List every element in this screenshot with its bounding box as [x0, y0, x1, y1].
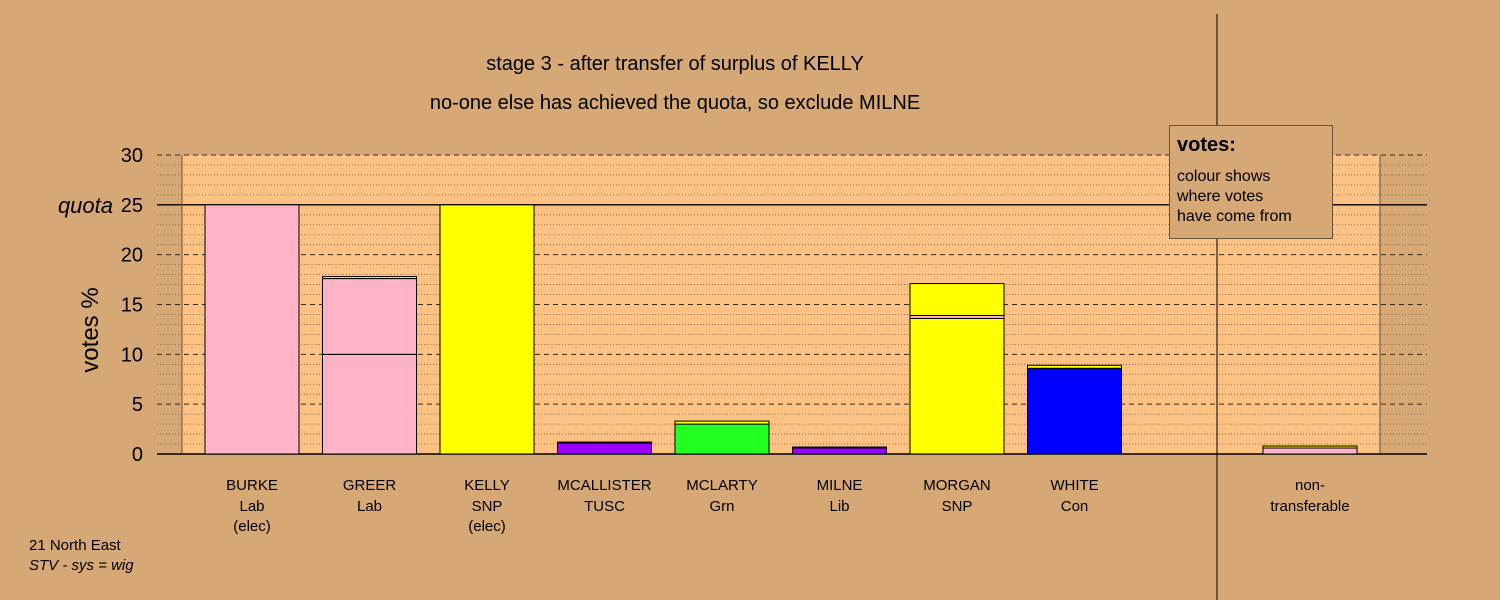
y-tick-label: 0: [132, 444, 143, 466]
bar-greer-segment-0: [322, 353, 417, 455]
x-label-name: MCALLISTER: [557, 477, 651, 494]
bar-mclarty-segment-1: [674, 420, 770, 425]
x-label-name: MILNE: [817, 477, 863, 494]
bar-non-transferable-segment-0: [1262, 447, 1358, 455]
bar-greer-segment-1: [322, 278, 417, 355]
y-tick-label: 15: [121, 295, 143, 317]
bar-mcallister-segment-1: [557, 441, 652, 444]
bar-white-segment-0: [1027, 367, 1122, 455]
x-label-party: TUSC: [584, 498, 625, 515]
x-label-nontransferable-1: non-: [1295, 477, 1325, 494]
x-label-name: MORGAN: [923, 477, 991, 494]
y-tick-label: 25: [121, 195, 143, 217]
chart-subtitle: no-one else has achieved the quota, so e…: [429, 92, 921, 114]
bar-white-segment-1: [1027, 364, 1122, 369]
x-label-party: SNP: [942, 498, 973, 515]
footer-system: STV - sys = wig: [29, 557, 134, 574]
bar-milne-segment-1: [792, 446, 887, 449]
x-label-note: (elec): [233, 518, 271, 535]
x-label-party: Lab: [239, 498, 264, 515]
legend-line-1: colour shows: [1177, 168, 1271, 185]
x-label-party: Con: [1061, 498, 1089, 515]
quota-label: quota: [58, 193, 113, 218]
chart-title: stage 3 - after transfer of surplus of K…: [486, 53, 864, 75]
bar-milne-segment-0: [792, 447, 887, 455]
y-axis-label: votes %: [77, 287, 104, 372]
y-tick-label: 30: [121, 145, 143, 167]
x-label-party: Lab: [357, 498, 382, 515]
x-label-name: KELLY: [464, 477, 510, 494]
x-label-party: SNP: [472, 498, 503, 515]
bar-burke-segment-0: [204, 204, 300, 455]
legend-box: votes: colour shows where votes have com…: [1169, 125, 1333, 239]
legend-title: votes:: [1177, 134, 1236, 156]
bar-morgan-segment-2: [909, 283, 1005, 316]
x-label-note: (elec): [468, 518, 506, 535]
x-label-name: WHITE: [1050, 477, 1098, 494]
x-label-party: Grn: [709, 498, 734, 515]
bar-mcallister-segment-0: [557, 442, 652, 455]
bar-mclarty-segment-0: [674, 423, 770, 455]
legend-line-2: where votes: [1177, 188, 1264, 205]
x-label-nontransferable-2: transferable: [1270, 498, 1349, 515]
y-tick-label: 10: [121, 344, 143, 366]
y-tick-label: 5: [132, 394, 143, 416]
x-label-name: MCLARTY: [686, 477, 757, 494]
footer-constituency: 21 North East: [29, 537, 121, 554]
bar-non-transferable-segment-1: [1262, 445, 1358, 449]
bar-kelly-segment-0: [439, 204, 535, 455]
x-label-name: BURKE: [226, 477, 278, 494]
x-label-name: GREER: [343, 477, 397, 494]
bar-morgan-segment-0: [909, 317, 1005, 455]
legend-line-3: have come from: [1177, 208, 1292, 225]
x-label-party: Lib: [829, 498, 849, 515]
bar-greer-segment-2: [322, 276, 417, 280]
y-tick-label: 20: [121, 245, 143, 267]
